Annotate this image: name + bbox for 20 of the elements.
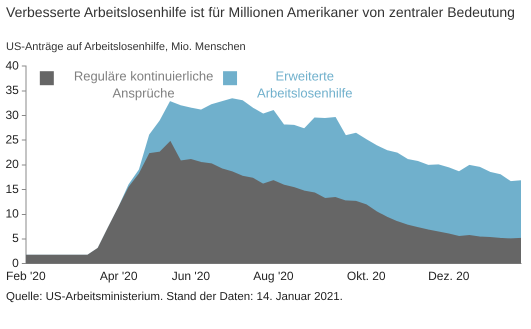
x-tick-label: Dez. 20 — [428, 269, 470, 284]
chart-title: Verbesserte Arbeitslosenhilfe ist für Millionen Amerikaner von zentraler Bedeutung — [6, 4, 516, 21]
chart-subtitle: US-Anträge auf Arbeitslosenhilfe, Mio. Menschen — [6, 41, 246, 53]
y-tick-label: 40 — [5, 58, 20, 73]
y-tick-label: 20 — [5, 157, 20, 172]
x-tick-label: Aug '20 — [253, 269, 294, 284]
x-tick-label: Jun '20 — [172, 269, 210, 284]
y-tick-label: 15 — [5, 182, 20, 196]
y-tick-label: 5 — [12, 231, 20, 246]
x-tick-label: Feb '20 — [6, 269, 46, 284]
y-tick-label: 35 — [5, 83, 20, 98]
y-tick-label: 10 — [5, 206, 20, 221]
x-tick-label: Okt. 20 — [346, 269, 386, 284]
y-tick-label: 30 — [5, 108, 20, 122]
y-tick-label: 0 — [12, 256, 20, 270]
y-tick-label: 25 — [5, 132, 20, 147]
source-note: Quelle: US-Arbeitsministerium. Stand der Daten: 14. Januar 2021. — [6, 290, 344, 304]
series-label: Erweiterte Arbeitslosenhilfe — [257, 68, 352, 100]
legend-label: Reguläre kontinuierliche Ansprüche — [74, 68, 214, 100]
x-tick-label: Apr '20 — [100, 269, 138, 284]
